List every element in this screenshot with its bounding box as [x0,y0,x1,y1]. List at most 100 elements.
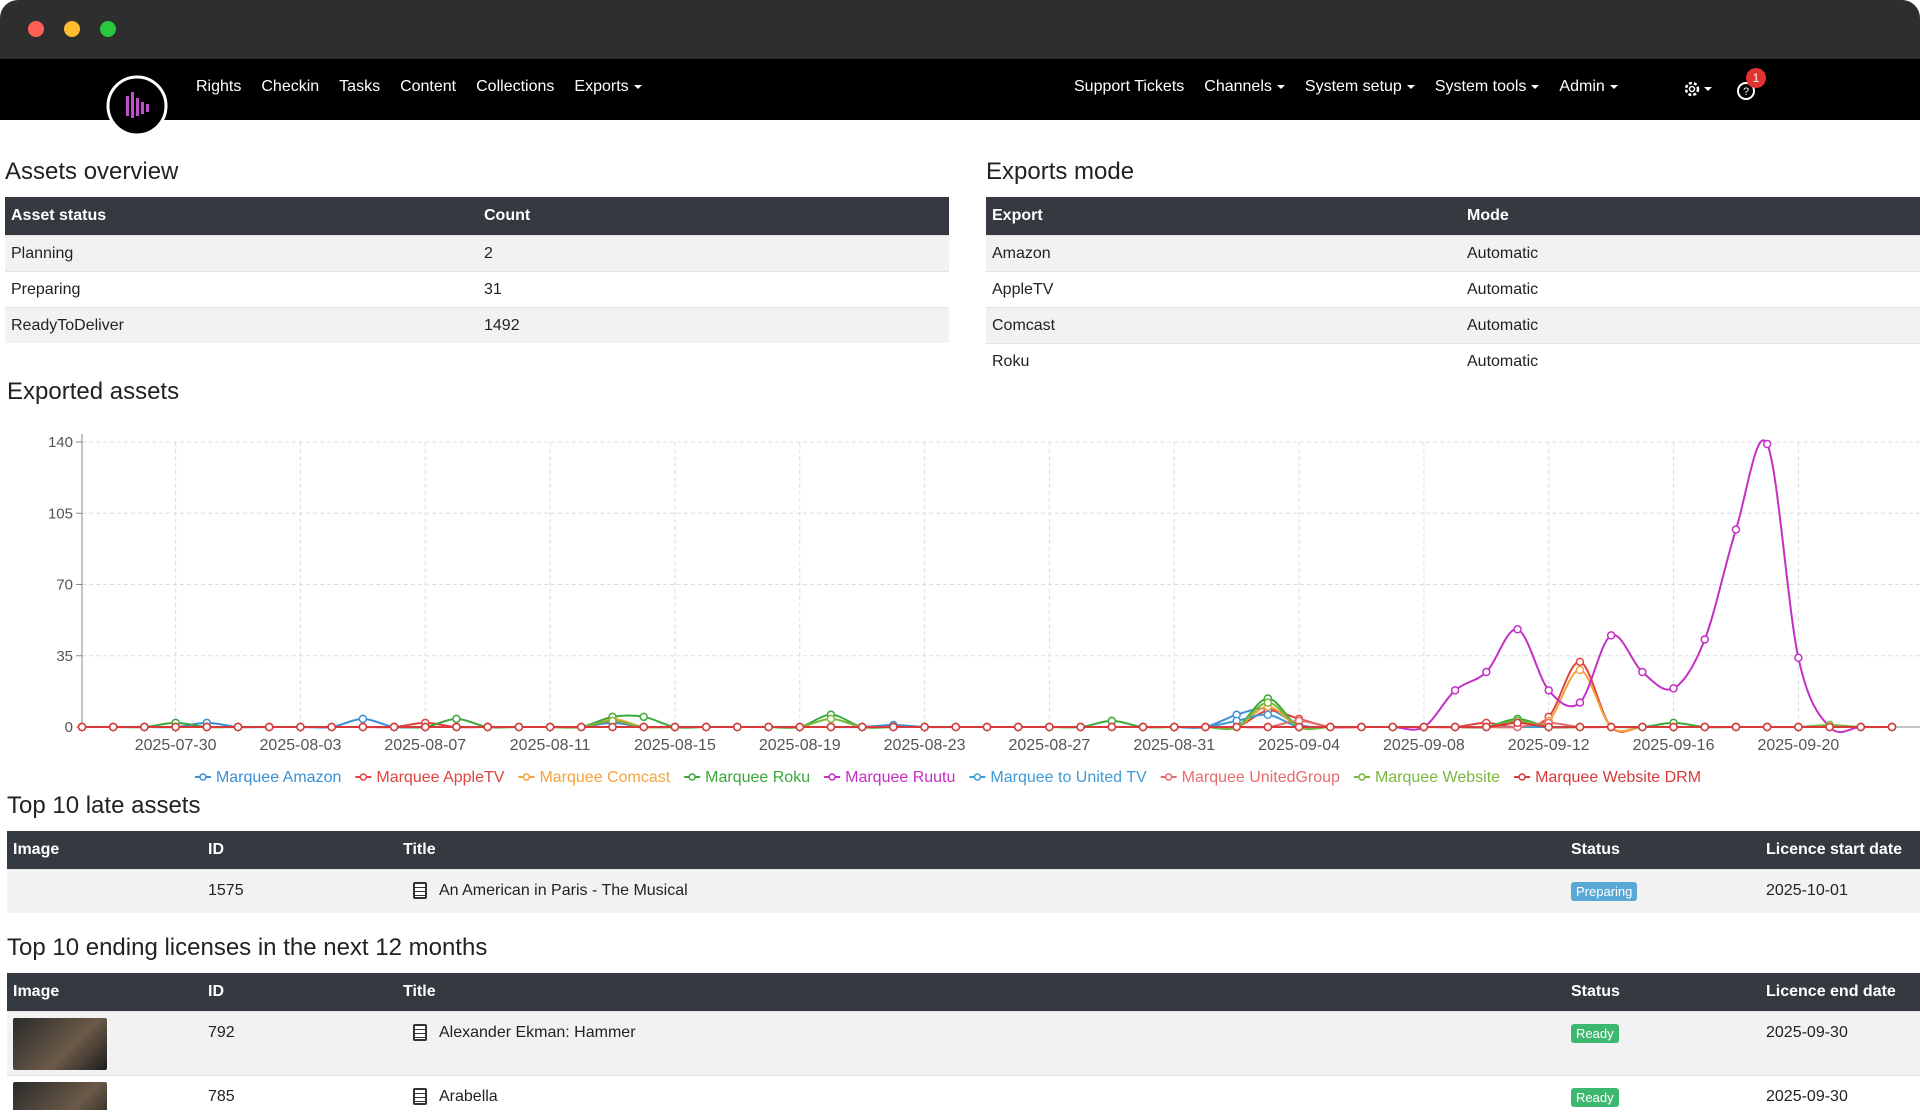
nav-label[interactable]: System tools [1434,78,1527,95]
table-cell: 31 [478,271,949,307]
series-line [82,439,1892,734]
nav-item[interactable]: Checkin [261,78,319,96]
table-cell: Ready [1565,1011,1760,1075]
point-marker [171,722,180,732]
point-marker [1138,722,1148,732]
asset-title[interactable]: Arabella [439,1088,498,1105]
table-cell: Amazon [986,235,1461,271]
table-cell: ID [202,973,397,1011]
nav-item[interactable]: Tasks [339,78,380,96]
nav-item[interactable]: Collections [476,78,554,96]
point-marker [826,714,836,724]
nav-item[interactable]: Admin [1559,78,1618,96]
column-header: Licence start date [1766,841,1903,858]
legend-item[interactable]: Marquee UnitedGroup [1160,769,1340,786]
asset-title[interactable]: Alexander Ekman: Hammer [439,1024,636,1041]
help-icon[interactable]: ? [1736,80,1758,102]
point-marker [296,722,305,732]
table-cell: 2025-09-30 [1760,1011,1920,1075]
table-cell [7,1075,202,1110]
column-header: Title [403,983,436,1000]
nav-item[interactable]: Channels [1204,78,1285,96]
maximize-button[interactable] [100,21,116,37]
nav-item[interactable]: System tools [1435,78,1540,96]
nav-label[interactable]: Rights [196,78,242,95]
status-badge: Ready [1571,1024,1619,1043]
point-marker [1263,698,1273,707]
x-tick-label: 2025-09-20 [1757,737,1839,754]
x-tick-label: 2025-08-31 [1133,737,1215,754]
legend-item[interactable]: Marquee Website [1353,769,1500,786]
point-marker [1544,686,1553,695]
section-title: Top 10 late assets [7,792,201,819]
point-marker [1450,722,1460,732]
table-cell: Mode [1461,197,1920,235]
point-marker [1357,722,1366,732]
cell-text: ReadyToDeliver [11,316,124,334]
nav-label[interactable]: Exports [574,78,629,95]
point-marker [264,722,274,732]
cell-text: AppleTV [992,280,1054,298]
point-marker [1482,722,1491,732]
nav-item[interactable]: Support Tickets [1074,78,1184,96]
cell-text: Comcast [992,316,1056,334]
legend-swatch [688,773,696,781]
nav-label[interactable]: Content [400,78,457,95]
table-cell: AppleTV [986,271,1461,307]
legend-item[interactable]: Marquee Roku [684,769,810,786]
x-tick-label: 2025-08-23 [884,737,966,754]
point-marker [1606,631,1616,640]
legend-label: Marquee AppleTV [376,769,504,786]
legend-item[interactable]: Marquee Comcast [518,769,671,786]
nav-label[interactable]: Support Tickets [1074,78,1185,95]
legend-label: Marquee Website [1375,769,1500,786]
settings-icon[interactable] [1680,78,1714,100]
point-marker [327,722,336,732]
legend-item[interactable]: Marquee Ruutu [824,769,955,786]
nav-label[interactable]: Admin [1559,78,1605,95]
point-marker [1856,722,1866,732]
nav-item[interactable]: System setup [1305,78,1415,96]
asset-title[interactable]: An American in Paris - The Musical [439,882,688,899]
nav-label[interactable]: Checkin [261,78,320,95]
table-cell: Automatic [1461,343,1920,379]
point-marker [514,722,524,732]
thumbnail[interactable] [13,1018,107,1070]
logo[interactable] [105,74,169,138]
nav-label[interactable]: Tasks [339,78,381,95]
y-tick-label: 0 [65,719,73,736]
thumbnail[interactable] [13,1082,107,1110]
legend-item[interactable]: Marquee AppleTV [355,769,505,786]
column-header: Mode [1467,207,1509,224]
nav-label[interactable]: System setup [1304,78,1402,95]
point-marker [1731,525,1741,534]
table-cell: Export [986,197,1461,235]
nav-item[interactable]: Content [400,78,456,96]
nav-label[interactable]: Channels [1204,78,1272,95]
notification-badge[interactable]: 1 [1746,68,1766,88]
table-cell: 785 [202,1075,397,1110]
legend-item[interactable]: Marquee Amazon [194,769,341,786]
nav-item[interactable]: Exports [574,78,642,96]
legend-item[interactable]: Marquee Website DRM [1514,769,1701,786]
nav-item[interactable]: Rights [196,78,241,96]
point-marker [1544,722,1553,732]
y-tick-label: 105 [48,505,73,522]
cell-text: Planning [11,244,74,262]
point-marker [1638,667,1647,677]
point-marker [1575,722,1585,732]
section-title: Exports mode [986,158,1135,185]
table-cell [7,869,202,913]
section-title: Exported assets [7,378,180,405]
legend-label: Marquee Ruutu [845,769,955,786]
close-button[interactable] [28,21,44,37]
point-marker [1762,439,1772,449]
nav-label[interactable]: Collections [476,78,555,95]
point-marker [889,722,898,732]
point-marker [1263,722,1273,732]
table-cell: 2025-09-30 [1760,1075,1920,1110]
minimize-button[interactable] [64,21,80,37]
status-badge: Ready [1571,1088,1619,1107]
legend-item[interactable]: Marquee to United TV [969,769,1147,786]
point-marker [483,722,492,732]
